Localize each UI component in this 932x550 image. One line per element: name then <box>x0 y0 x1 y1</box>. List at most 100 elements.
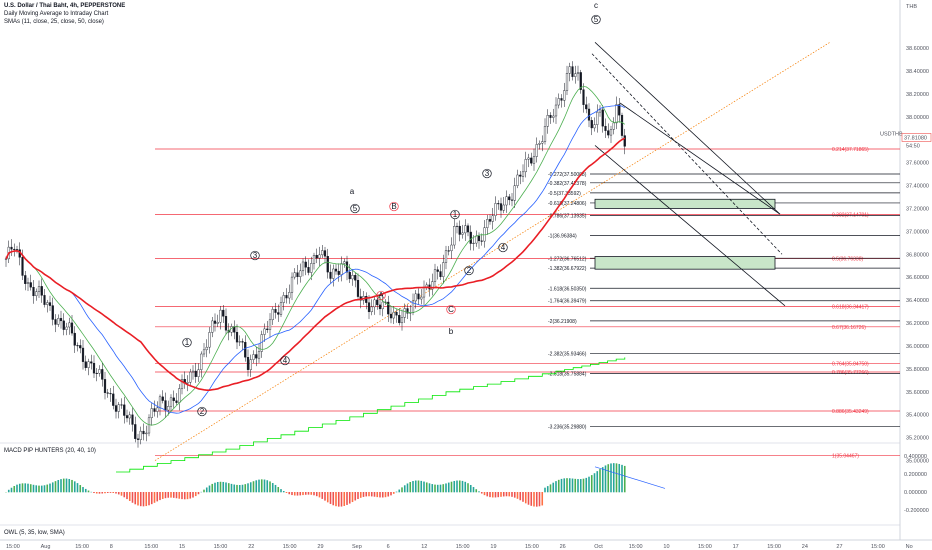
candle-body <box>480 240 483 242</box>
macd-bar <box>354 492 357 501</box>
candle-body <box>79 345 82 349</box>
candle-body <box>65 326 68 330</box>
sma-legend[interactable]: SMAs (11, close, 25, close, 50, close) <box>4 19 104 25</box>
candle-body <box>557 98 560 106</box>
wave-label: 1 <box>453 210 458 219</box>
candle-body <box>554 104 558 117</box>
last-price-tag <box>901 133 932 142</box>
candle-body <box>216 322 219 324</box>
candle-body <box>271 309 274 321</box>
candle-body <box>326 256 329 273</box>
price-tick-label: 37.20000 <box>906 206 929 212</box>
macd-bar <box>447 482 450 493</box>
candle-body <box>296 272 299 278</box>
macd-bar <box>401 487 403 493</box>
fib-label-black: -2(36.21908) <box>548 319 577 325</box>
macd-bar <box>522 492 524 502</box>
candle-body <box>208 332 211 348</box>
macd-bar <box>87 490 90 493</box>
candle-body <box>150 408 153 419</box>
candle-body <box>70 322 74 334</box>
candle-body <box>549 115 552 118</box>
candle-body <box>601 109 604 127</box>
wave-circle <box>389 201 399 212</box>
candle-body <box>491 215 494 222</box>
macd-bar <box>16 484 18 493</box>
macd-bar <box>112 492 115 494</box>
candle-body <box>521 171 525 177</box>
candle-body <box>98 369 101 374</box>
owl-legend[interactable]: OWL (5, 35, low, SMA) <box>4 530 65 536</box>
fib-label-red: 1(35.04467) <box>832 453 859 459</box>
macd-bar <box>170 492 172 498</box>
macd-bar <box>175 492 178 499</box>
price-tick-label: 35.40000 <box>906 413 929 419</box>
macd-bar <box>442 484 445 493</box>
candle-body <box>128 414 131 419</box>
candle-body <box>73 332 76 346</box>
macd-bar <box>258 479 260 493</box>
candle-body <box>356 280 360 297</box>
candle-body <box>398 314 401 324</box>
axes: THB38.6000038.4000038.2000038.0000037.80… <box>6 4 932 550</box>
macd-bar <box>478 491 480 493</box>
macd-bar <box>513 492 516 498</box>
candle-body <box>274 309 277 313</box>
macd-bar <box>282 491 285 493</box>
macd-bar <box>101 492 104 494</box>
candle-body <box>420 296 423 300</box>
time-tick-label: 6 <box>387 544 390 550</box>
candle-body <box>307 267 310 273</box>
macd-bar <box>115 492 117 494</box>
macd-bar <box>106 492 109 493</box>
macd-bar <box>467 483 469 493</box>
fib-label-black: -1.764(36.39479) <box>548 299 587 305</box>
candle-body <box>257 351 261 359</box>
candle-body <box>266 328 269 330</box>
fib-label-black: -3.236(35.29880) <box>548 424 587 430</box>
fib-label-black: -1.272(36.76512) <box>548 256 587 262</box>
price-tick-label: 35.60000 <box>906 390 929 396</box>
macd-bar <box>557 479 560 493</box>
macd-bar <box>123 492 126 498</box>
macd-bar <box>98 492 101 494</box>
macd-bar <box>604 465 607 493</box>
candle-body <box>304 261 307 268</box>
candle-body <box>101 369 104 380</box>
candle-body <box>46 302 49 305</box>
macd-bar <box>18 483 21 493</box>
fib-label-red: 0.67(36.16726) <box>832 325 866 331</box>
macd-bar <box>216 482 219 493</box>
candle-body <box>395 311 398 316</box>
candle-body <box>263 328 266 335</box>
wave-circle <box>446 304 456 315</box>
macd-bar <box>137 492 139 506</box>
macd-bar <box>500 492 502 497</box>
macd-bar <box>428 483 431 493</box>
macd-legend[interactable]: MACD PIP HUNTERS (20, 40, 10) <box>4 448 96 454</box>
candle-body <box>169 397 173 407</box>
macd-tick-label: 0.200000 <box>904 472 927 478</box>
candle-body <box>354 275 357 281</box>
macd-bar <box>538 492 541 507</box>
macd-bar <box>310 492 313 495</box>
macd-bar <box>150 492 153 505</box>
candle-body <box>486 219 489 228</box>
macd-bar <box>568 478 571 493</box>
candle-body <box>343 261 346 264</box>
macd-bar <box>79 485 82 493</box>
time-tick-label: Oct <box>594 544 603 550</box>
macd-bar <box>238 485 241 493</box>
macd-bar <box>601 467 604 493</box>
candle-body <box>579 72 582 90</box>
macd-bar <box>582 478 585 493</box>
candle-body <box>367 302 371 313</box>
macd-bar <box>497 492 500 498</box>
price-tick-label: 36.00000 <box>906 344 929 350</box>
macd-bar <box>508 492 511 497</box>
candle-body <box>598 109 602 113</box>
candle-body <box>59 318 63 322</box>
macd-bar <box>571 478 574 493</box>
